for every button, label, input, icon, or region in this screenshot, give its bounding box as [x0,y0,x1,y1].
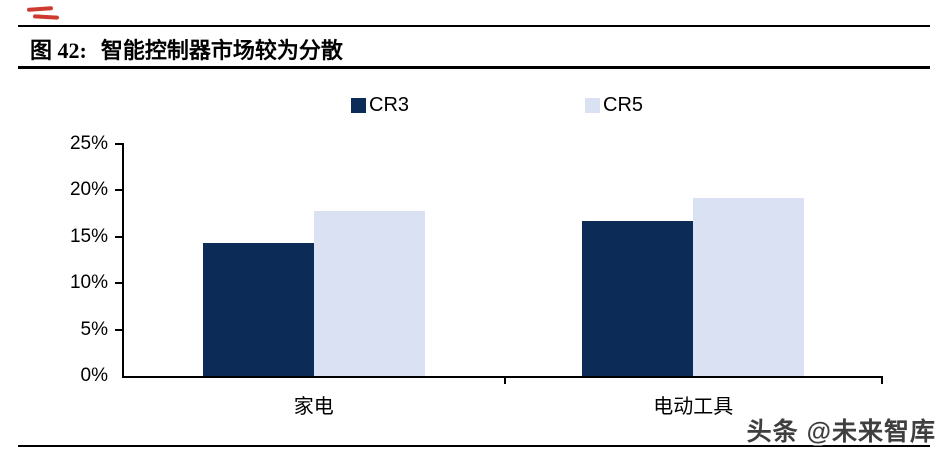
title-divider-rule [18,66,930,69]
plot-area: 家电 电动工具 [115,143,884,418]
y-axis-label: 15% [69,225,108,247]
y-axis-labels: 0% 5% 10% 15% 20% 25% [28,133,108,386]
x-tick [881,376,883,384]
y-tick [115,282,124,285]
bottom-rule [18,445,930,447]
y-tick [115,235,124,238]
top-rule [18,25,930,27]
y-axis-label: 0% [80,365,108,386]
legend-swatch-cr3 [351,97,366,113]
figure-title: 图 42: 智能控制器市场较为分散 [30,33,343,65]
bar-cr5-1 [313,210,425,376]
bar-cr5-2 [693,197,805,376]
bar-group-1 [124,144,504,376]
legend-item-cr3: CR3 [351,95,409,115]
watermark: 头条 @未来智库 [746,418,936,446]
y-tick [115,143,124,145]
figure-number-label: 图 42: [30,38,87,63]
bar-group-2 [504,144,884,376]
bar-cr3-1 [202,243,314,376]
figure-title-text: 智能控制器市场较为分散 [100,38,343,63]
y-tick [115,189,124,192]
legend-item-cr5: CR5 [585,95,643,115]
y-axis-label: 5% [80,318,108,340]
chart-legend: CR3 CR5 [0,95,945,119]
x-tick [503,376,506,384]
y-tick [115,328,124,331]
y-axis-label: 10% [69,272,108,294]
x-axis-label: 电动工具 [653,396,734,418]
y-axis-label: 25% [69,133,108,154]
legend-swatch-cr5 [585,97,600,113]
x-axis-label: 家电 [293,396,334,418]
y-axis-label: 20% [69,179,108,201]
legend-label-cr3: CR3 [369,94,410,116]
bar-cr3-2 [582,221,694,376]
legend-label-cr5: CR5 [603,94,644,116]
